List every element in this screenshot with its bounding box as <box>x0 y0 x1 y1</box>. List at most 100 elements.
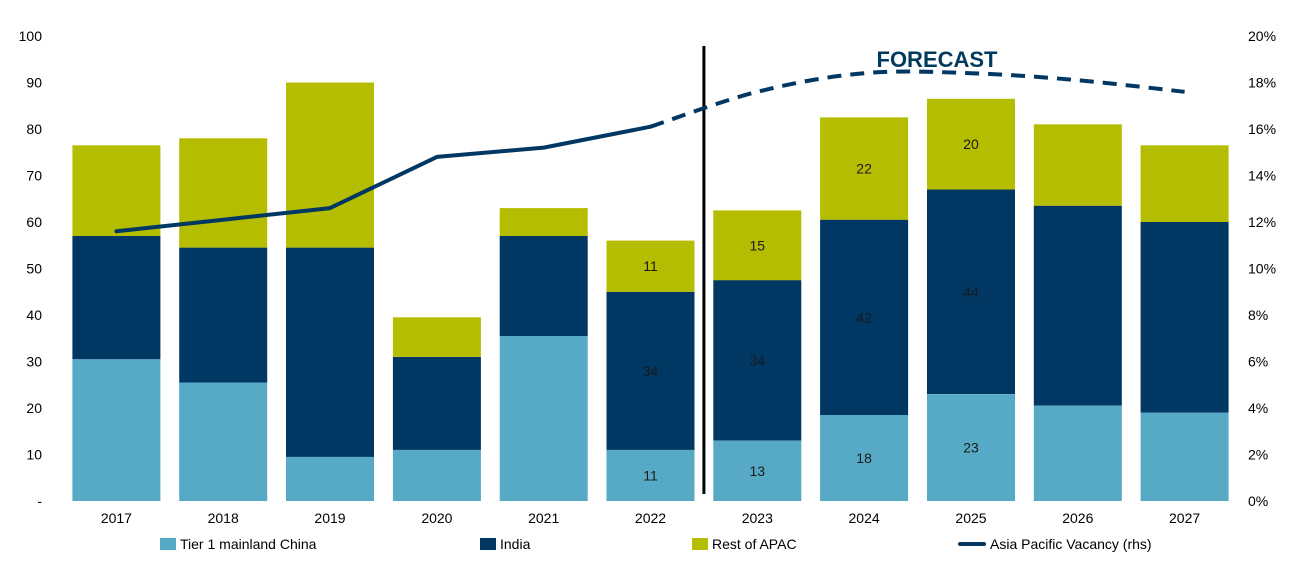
x-tick-2017: 2017 <box>101 510 132 526</box>
data-label-2022-rest-of-apac: 11 <box>643 258 658 274</box>
x-tick-2027: 2027 <box>1169 510 1200 526</box>
bar-2019-india <box>286 247 374 457</box>
bar-2023-india <box>713 280 802 441</box>
left-y-axis-ticks: - 10 20 30 40 50 60 70 80 90 100 <box>19 28 43 509</box>
data-label-2023-india: 34 <box>750 352 766 368</box>
bar-2017-rest-of-apac <box>72 145 161 236</box>
bar-2027-tier-1-mainland-china <box>1140 412 1229 501</box>
bar-2021-india <box>499 236 588 336</box>
left-y-tick-2: 20 <box>26 400 42 416</box>
bar-2022-india <box>606 291 695 450</box>
data-label-2024-rest-of-apac: 22 <box>856 161 872 177</box>
right-y-axis-ticks: 0% 2% 4% 6% 8% 10% 12% 14% 16% 18% 20% <box>1248 28 1276 509</box>
right-y-tick-5: 10% <box>1248 261 1276 277</box>
data-label-layer: 11 34 11 13 34 15 18 42 22 23 44 20 <box>643 136 979 483</box>
x-axis-ticks: 2017 2018 2019 2020 2021 2022 2023 2024 2025 2026… <box>101 510 1201 526</box>
data-label-2024-tier-1-mainland-china: 18 <box>856 450 872 466</box>
bar-2026-tier-1-mainland-china <box>1033 405 1122 501</box>
left-y-tick-5: 50 <box>26 261 42 277</box>
legend-swatch-rest-of-apac <box>692 538 708 550</box>
bar-2020-tier-1-mainland-china <box>392 449 481 501</box>
x-tick-2019: 2019 <box>314 510 345 526</box>
bar-2018-tier-1-mainland-china <box>179 382 268 501</box>
left-y-tick-9: 90 <box>26 75 42 91</box>
right-y-tick-0: 0% <box>1248 493 1268 509</box>
right-y-tick-8: 16% <box>1248 121 1276 137</box>
bar-2024-tier-1-mainland-china <box>820 415 909 501</box>
forecast-annotation: FORECAST <box>877 47 999 72</box>
bar-2019-tier-1-mainland-china <box>286 456 374 501</box>
left-y-tick-1: 10 <box>26 447 42 463</box>
bar-2027-rest-of-apac <box>1140 145 1229 222</box>
right-y-tick-9: 18% <box>1248 75 1276 91</box>
data-label-2025-rest-of-apac: 20 <box>963 136 979 152</box>
bar-2027-india <box>1140 222 1229 413</box>
legend-label-india: India <box>500 536 531 552</box>
bar-2022-tier-1-mainland-china <box>606 449 695 501</box>
data-label-2022-tier-1-mainland-china: 11 <box>643 467 658 483</box>
legend-item-rest-of-apac: Rest of APAC <box>692 536 797 552</box>
vacancy-line-actual <box>114 124 653 234</box>
bar-2020-india <box>392 356 481 450</box>
legend-swatch-india <box>480 538 496 550</box>
x-tick-2018: 2018 <box>208 510 239 526</box>
right-y-tick-6: 12% <box>1248 214 1276 230</box>
bar-layer <box>72 82 1229 501</box>
vacancy-line-forecast <box>649 69 1185 129</box>
bar-2026-rest-of-apac <box>1033 124 1122 206</box>
x-tick-2025: 2025 <box>955 510 986 526</box>
bar-2022-rest-of-apac <box>606 240 695 292</box>
left-y-tick-7: 70 <box>26 168 42 184</box>
left-y-tick-8: 80 <box>26 121 42 137</box>
bar-2025-rest-of-apac <box>927 98 1015 190</box>
bar-2020-rest-of-apac <box>392 317 481 357</box>
left-y-tick-4: 40 <box>26 307 42 323</box>
data-label-2022-india: 34 <box>643 363 659 379</box>
bar-2018-india <box>179 247 268 383</box>
legend-swatch-vacancy <box>958 542 986 546</box>
legend-swatch-tier1-china <box>160 538 176 550</box>
data-label-2025-india: 44 <box>963 284 979 300</box>
bar-2025-india <box>927 189 1015 394</box>
bar-2025-tier-1-mainland-china <box>927 394 1015 501</box>
bar-2024-rest-of-apac <box>820 117 909 220</box>
bar-2026-india <box>1033 205 1122 406</box>
right-y-tick-3: 6% <box>1248 354 1268 370</box>
right-y-tick-10: 20% <box>1248 28 1276 44</box>
right-y-tick-1: 2% <box>1248 447 1268 463</box>
x-tick-2021: 2021 <box>528 510 559 526</box>
legend-item-vacancy: Asia Pacific Vacancy (rhs) <box>958 536 1152 552</box>
left-y-tick-6: 60 <box>26 214 42 230</box>
right-y-tick-4: 8% <box>1248 307 1268 323</box>
right-y-tick-2: 4% <box>1248 400 1268 416</box>
bar-2024-india <box>820 219 909 415</box>
data-label-2023-rest-of-apac: 15 <box>750 237 766 253</box>
data-label-2025-tier-1-mainland-china: 23 <box>963 440 979 456</box>
legend-label-tier1-china: Tier 1 mainland China <box>180 536 317 552</box>
bar-2021-rest-of-apac <box>499 208 588 236</box>
bar-2017-india <box>72 236 161 360</box>
left-y-tick-3: 30 <box>26 354 42 370</box>
x-tick-2022: 2022 <box>635 510 666 526</box>
bar-2017-tier-1-mainland-china <box>72 359 161 501</box>
bar-2018-rest-of-apac <box>179 138 268 248</box>
left-y-tick-0: - <box>37 493 42 509</box>
data-label-2023-tier-1-mainland-china: 13 <box>750 463 766 479</box>
x-tick-2023: 2023 <box>742 510 773 526</box>
legend-item-tier1-china: Tier 1 mainland China <box>160 536 316 552</box>
x-tick-2020: 2020 <box>421 510 452 526</box>
right-y-tick-7: 14% <box>1248 168 1276 184</box>
legend-label-rest-of-apac: Rest of APAC <box>712 536 797 552</box>
bar-2021-tier-1-mainland-china <box>499 335 588 501</box>
legend-item-india: India <box>480 536 530 552</box>
bar-2019-rest-of-apac <box>286 82 374 248</box>
left-y-tick-10: 100 <box>19 28 43 44</box>
bar-2023-tier-1-mainland-china <box>713 440 802 501</box>
legend-label-vacancy: Asia Pacific Vacancy (rhs) <box>990 536 1152 552</box>
legend: Tier 1 mainland China India Rest of APAC… <box>0 536 1301 562</box>
x-tick-2026: 2026 <box>1062 510 1093 526</box>
bar-2023-rest-of-apac <box>713 210 802 281</box>
data-label-2024-india: 42 <box>856 309 872 325</box>
x-tick-2024: 2024 <box>849 510 880 526</box>
